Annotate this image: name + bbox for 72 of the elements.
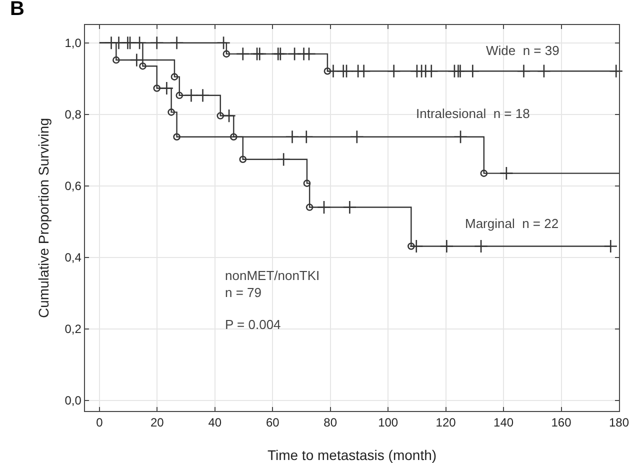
y-tick-label: 0,6 (64, 179, 82, 194)
x-tick-label: 160 (551, 416, 572, 430)
point (342, 200, 357, 214)
point (216, 36, 230, 50)
point (408, 242, 415, 250)
point (222, 50, 230, 58)
x-tick-label: 80 (324, 416, 338, 430)
point (609, 64, 624, 78)
point (303, 180, 311, 187)
y-tick-label: 0,0 (64, 393, 82, 408)
point (317, 200, 331, 214)
point (168, 108, 175, 116)
annotation: nonMET/nonTKI n = 79 (225, 268, 320, 300)
point (499, 166, 514, 180)
point (252, 47, 267, 61)
point (132, 36, 146, 50)
point (386, 64, 401, 78)
x-tick-label: 60 (266, 416, 280, 430)
point (170, 73, 178, 80)
point (285, 130, 300, 144)
x-tick-label: 140 (494, 416, 514, 430)
point (466, 64, 480, 78)
x-tick-label: 40 (208, 416, 222, 430)
series-label: Marginal n = 22 (465, 216, 559, 231)
point (306, 204, 314, 211)
point (474, 239, 488, 254)
point (112, 56, 120, 64)
point (239, 156, 247, 164)
x-tick-label: 120 (436, 416, 456, 430)
x-axis-title: Time to metastasis (month) (267, 447, 437, 463)
y-axis-title: Cumulative Proportion Surviving (35, 118, 52, 318)
point (160, 81, 174, 96)
point (350, 130, 364, 144)
point (424, 64, 438, 78)
point (299, 130, 314, 144)
y-tick-label: 0,4 (64, 250, 82, 265)
point (356, 64, 371, 78)
x-tick-label: 20 (150, 416, 164, 430)
point (170, 36, 184, 50)
point (196, 88, 210, 102)
series-label: Wide n = 39 (486, 43, 560, 58)
y-tick-label: 0,2 (64, 322, 82, 336)
point (222, 108, 236, 123)
point (340, 64, 354, 78)
point (130, 53, 144, 67)
point (173, 133, 180, 141)
point (409, 239, 424, 254)
point (150, 36, 164, 50)
point (216, 112, 224, 120)
point (480, 170, 488, 177)
point (440, 239, 454, 254)
annotation: P = 0.004 (225, 317, 281, 332)
x-tick-label: 100 (378, 416, 398, 430)
point (604, 239, 618, 254)
text: B (10, 0, 24, 20)
point (236, 47, 250, 61)
point (184, 88, 198, 102)
point (454, 130, 468, 144)
series-label: Intralesional n = 18 (416, 106, 530, 121)
y-tick-label: 0,8 (64, 108, 82, 122)
point (302, 47, 316, 61)
point (516, 64, 531, 78)
point (324, 67, 332, 75)
point (276, 152, 291, 166)
y-tick-label: 1,0 (64, 36, 82, 50)
x-tick-label: 0 (96, 416, 104, 430)
point (230, 133, 238, 141)
point (176, 92, 184, 100)
point (537, 64, 551, 78)
x-tick-label: 180 (608, 416, 630, 430)
point (139, 62, 146, 70)
point (153, 84, 161, 92)
